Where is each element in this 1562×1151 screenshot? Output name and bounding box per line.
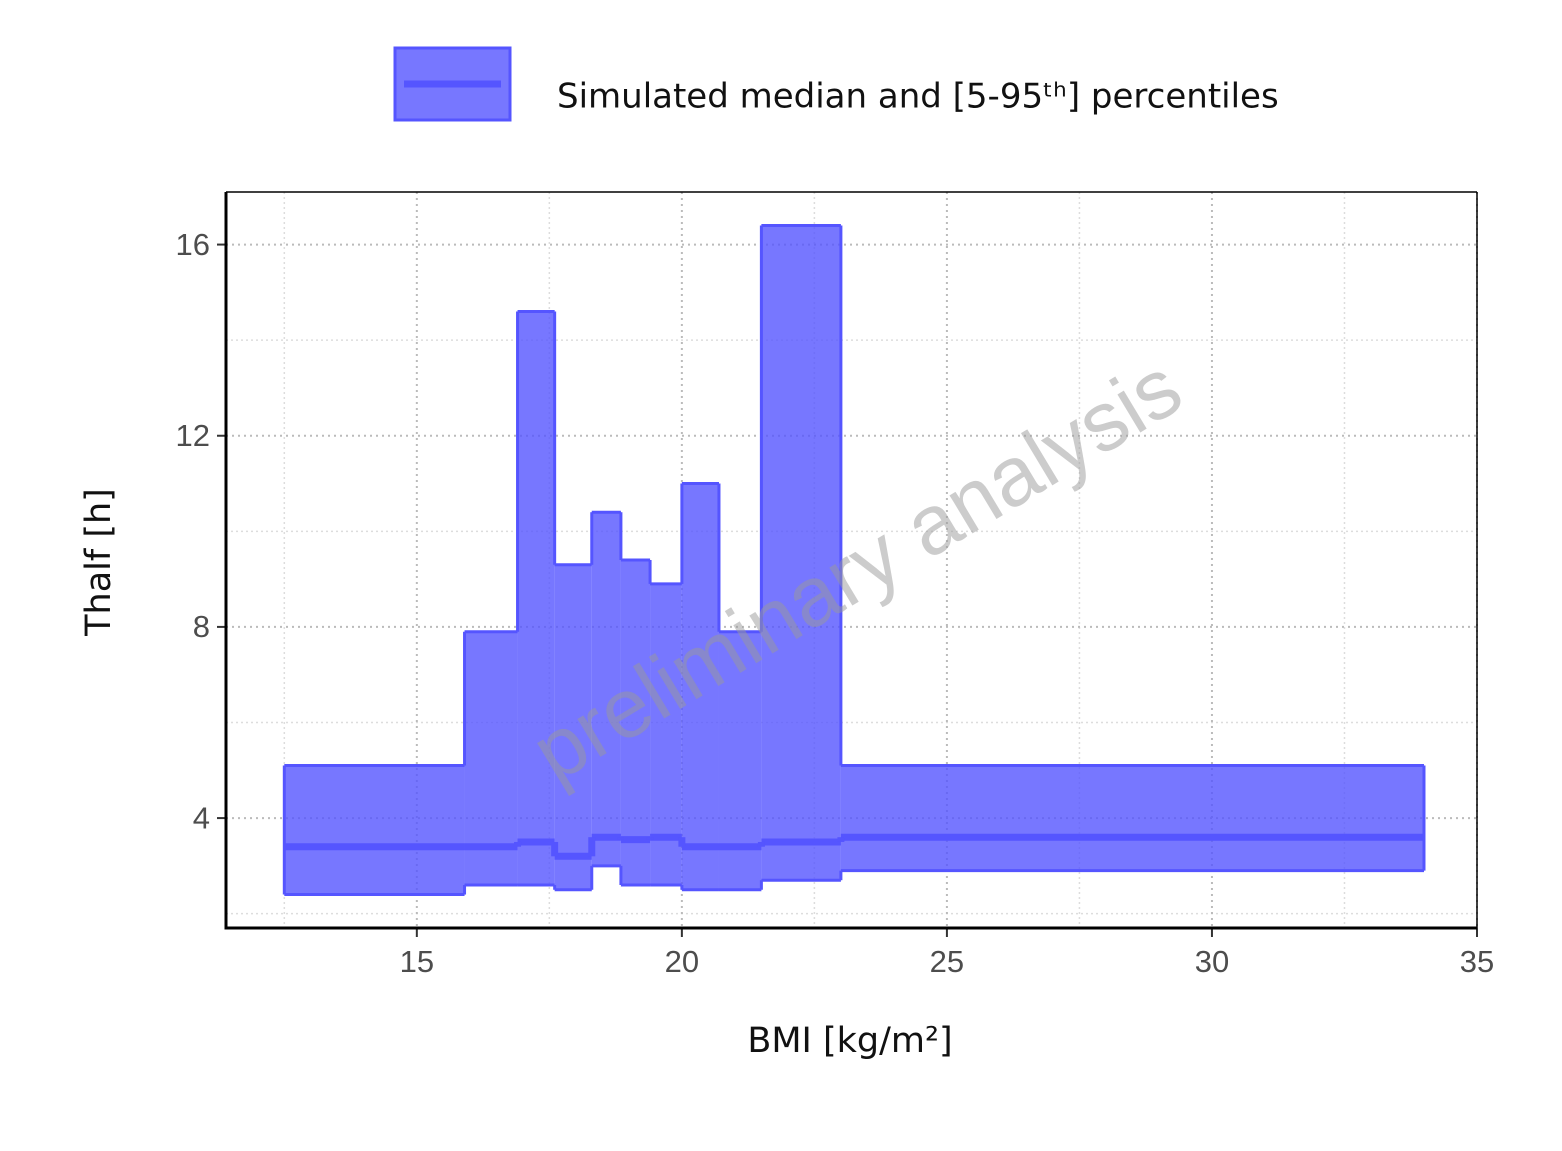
y-tick-label: 16 (176, 227, 210, 262)
band-segment (517, 311, 555, 885)
band-segment (681, 483, 719, 890)
band-segment (591, 512, 621, 866)
x-tick-label: 25 (930, 944, 964, 979)
band-segment (464, 631, 518, 885)
x-tick-label: 20 (665, 944, 699, 979)
y-tick-label: 12 (176, 418, 210, 453)
y-tick-label: 8 (193, 609, 210, 644)
x-tick-label: 35 (1460, 944, 1494, 979)
legend-label: Simulated median and [5-95ᵗʰ] percentile… (557, 77, 1279, 117)
band-segment (620, 560, 651, 885)
x-tick-label: 30 (1195, 944, 1229, 979)
x-tick-label: 15 (400, 944, 434, 979)
y-axis-label: Thalf [h] (79, 488, 119, 637)
band-segment (840, 765, 1424, 871)
band-segment (554, 564, 592, 890)
x-axis-label: BMI [kg/m²] (747, 1021, 952, 1061)
legend: Simulated median and [5-95ᵗʰ] percentile… (393, 46, 1279, 122)
band-segment (284, 765, 465, 895)
y-tick-label: 4 (193, 800, 210, 835)
band-segment (761, 225, 841, 881)
